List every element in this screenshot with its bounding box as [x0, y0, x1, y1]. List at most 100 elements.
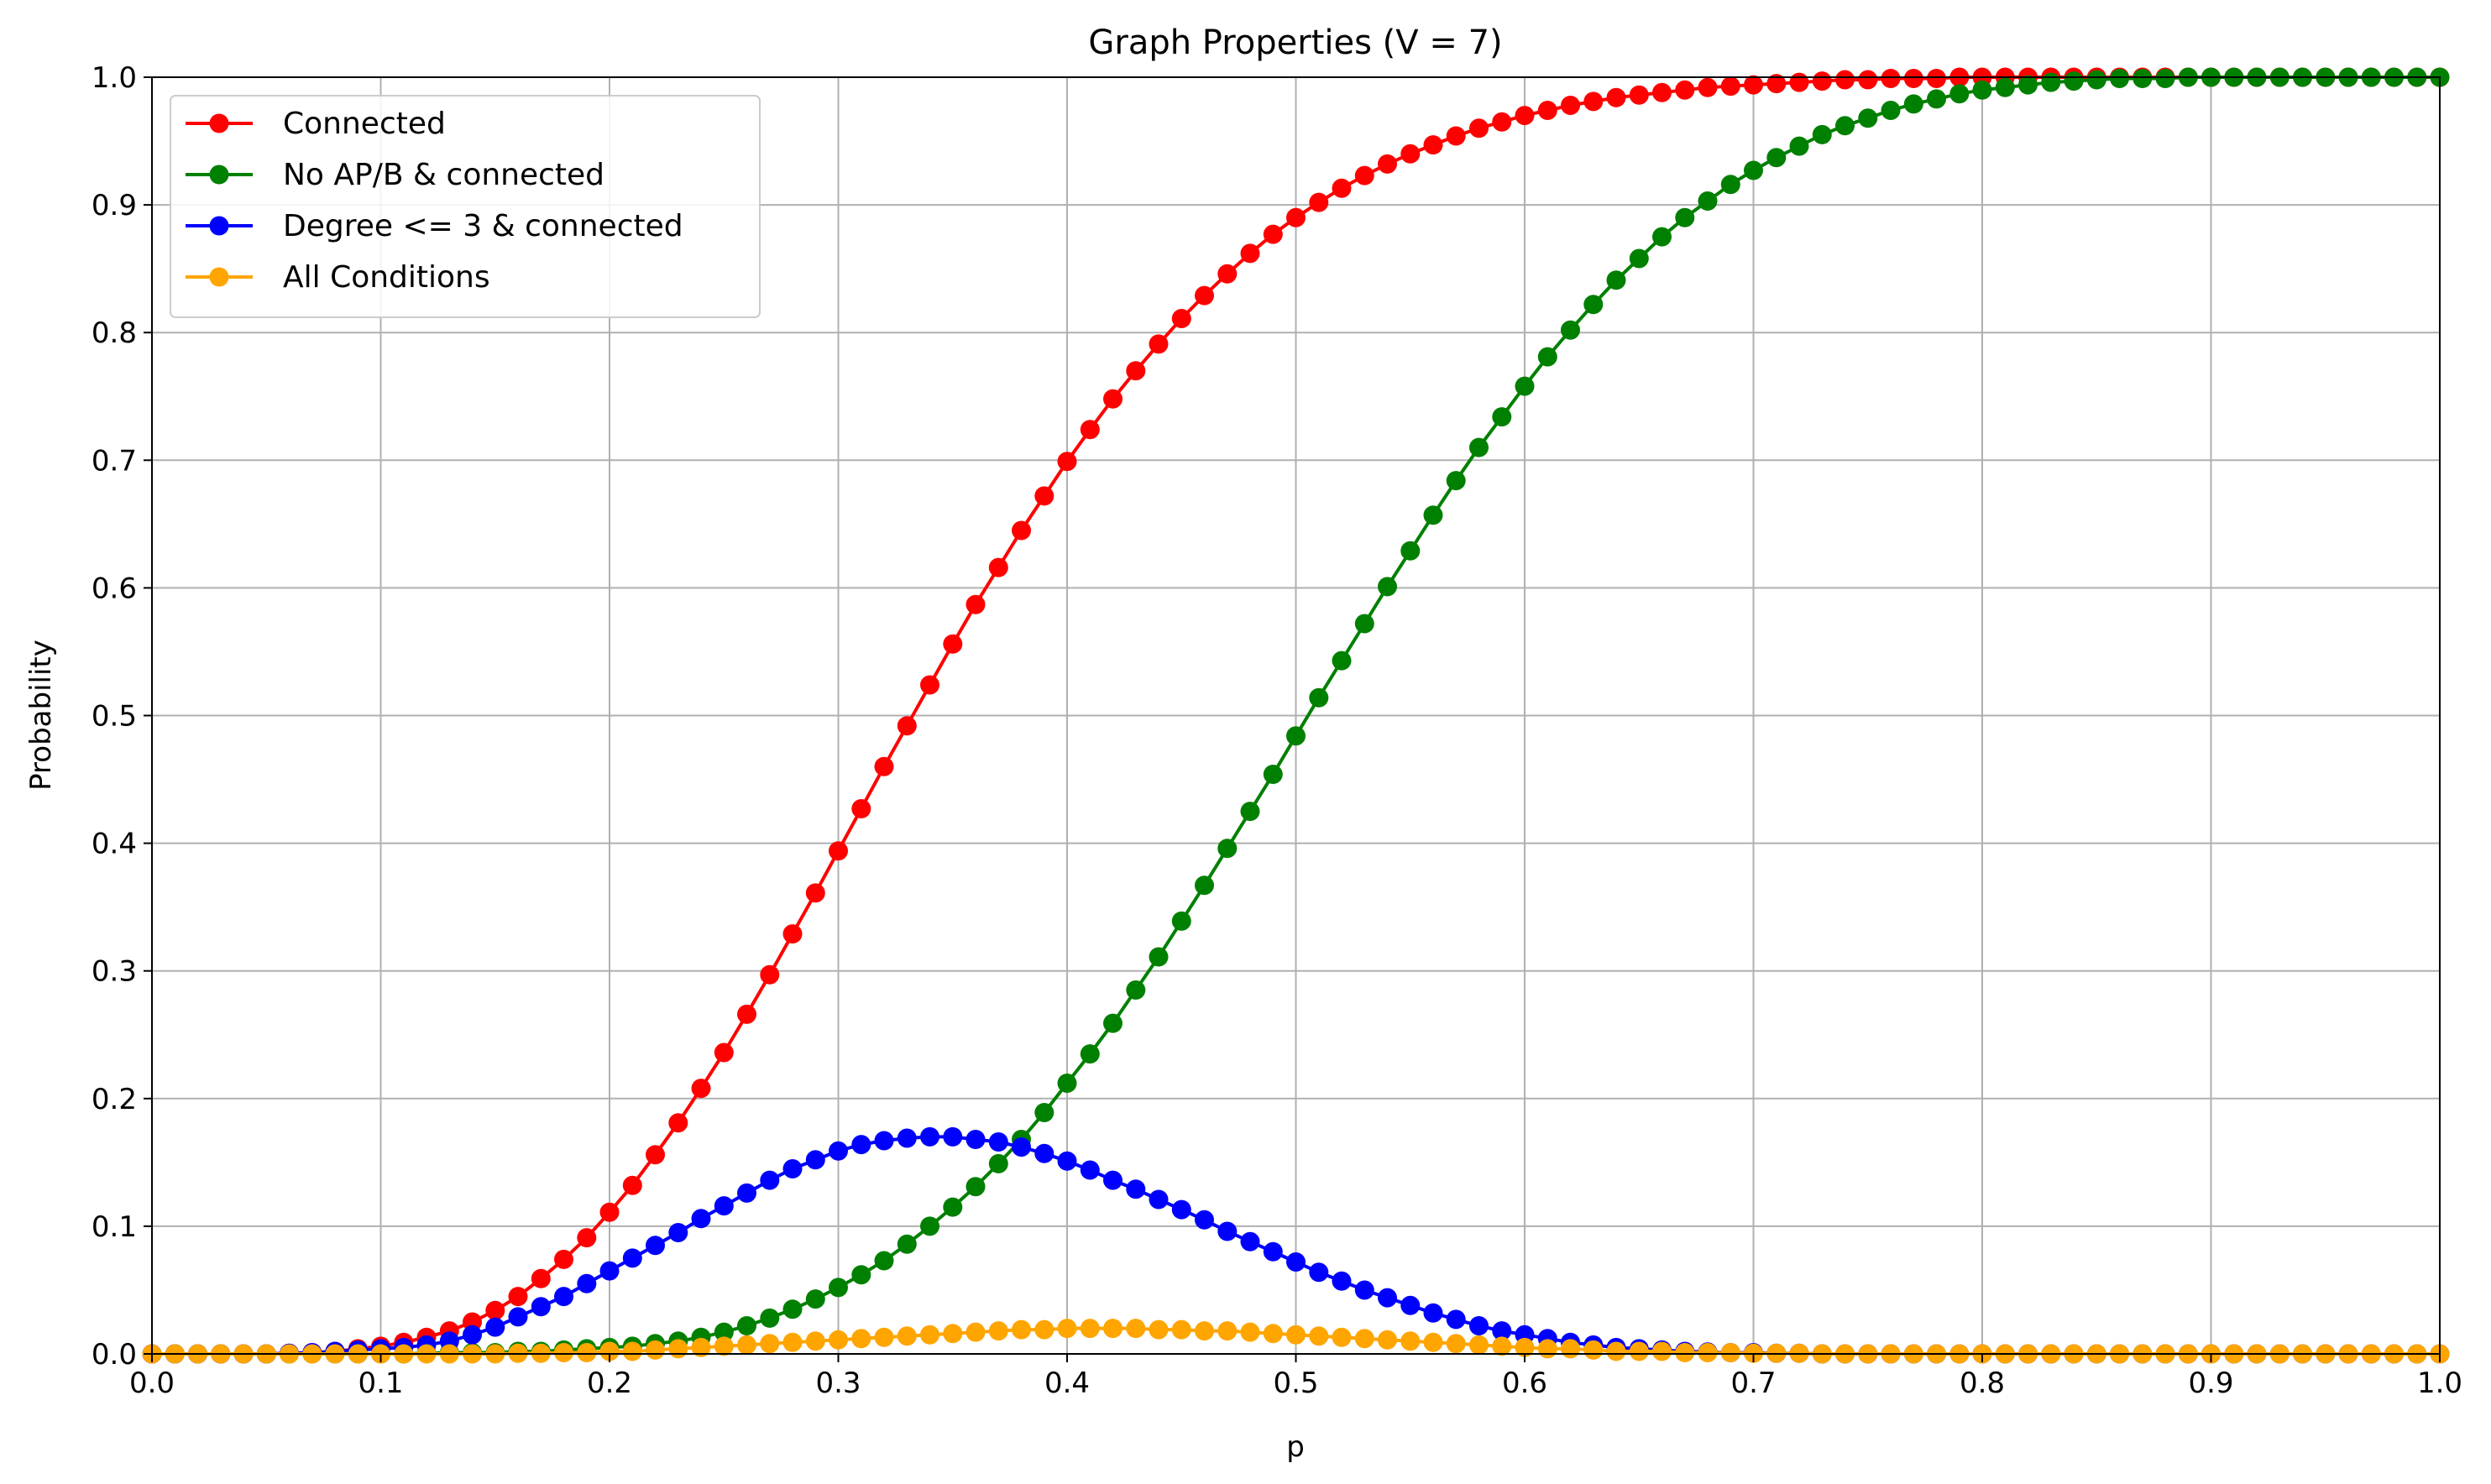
data-point: [599, 1261, 620, 1281]
data-point: [1103, 1319, 1123, 1339]
data-point: [485, 1300, 505, 1320]
data-point: [737, 1004, 756, 1024]
data-point: [966, 1322, 986, 1342]
data-point: [874, 1327, 894, 1347]
data-point: [1446, 1334, 1466, 1354]
data-point: [1446, 1309, 1466, 1330]
y-tick-label: 0.7: [92, 444, 137, 478]
data-point: [829, 1278, 848, 1298]
data-point: [577, 1273, 597, 1293]
data-point: [1927, 89, 1946, 109]
data-point: [2041, 72, 2061, 92]
legend-label: Connected: [283, 107, 446, 141]
data-point: [1698, 1343, 1718, 1362]
data-point: [1400, 144, 1421, 164]
y-tick-label: 1.0: [92, 61, 137, 95]
data-point: [897, 716, 917, 736]
data-point: [851, 1265, 871, 1285]
data-point: [1034, 1319, 1054, 1340]
x-tick-label: 0.2: [587, 1366, 632, 1400]
data-point: [622, 1341, 642, 1361]
x-tick-label: 0.7: [1730, 1366, 1776, 1400]
legend-entry: Connected: [186, 107, 446, 141]
data-point: [622, 1248, 642, 1268]
data-point: [966, 594, 986, 614]
data-point: [1263, 224, 1283, 244]
data-point: [782, 1332, 803, 1352]
data-point: [1423, 1332, 1443, 1352]
data-point: [599, 1341, 620, 1361]
legend-entry: Degree <= 3 & connected: [186, 209, 683, 243]
data-point: [554, 1343, 573, 1362]
data-point: [1286, 207, 1306, 227]
data-point: [943, 634, 963, 654]
data-point: [1606, 270, 1626, 290]
data-point: [1217, 1221, 1238, 1241]
data-point: [920, 1325, 939, 1345]
x-tick-label: 0.3: [815, 1366, 861, 1400]
data-point: [1080, 1319, 1100, 1339]
data-point: [1537, 1339, 1557, 1359]
data-point: [1561, 320, 1580, 340]
x-tick-label: 1.0: [2417, 1366, 2462, 1400]
data-point: [1835, 70, 1855, 90]
data-point: [1378, 154, 1397, 174]
data-point: [1515, 376, 1535, 396]
x-tick-label: 0.6: [1502, 1366, 1547, 1400]
data-point: [1675, 1343, 1695, 1362]
data-point: [1286, 726, 1306, 746]
data-point: [1034, 1143, 1054, 1163]
data-point: [1057, 452, 1077, 472]
data-point: [1354, 614, 1374, 634]
data-point: [1103, 1013, 1123, 1033]
data-point: [920, 675, 939, 695]
data-point: [829, 1141, 848, 1161]
data-point: [737, 1335, 756, 1355]
data-point: [508, 1307, 528, 1327]
data-point: [1744, 160, 1763, 180]
data-point: [805, 883, 825, 903]
data-point: [1057, 1074, 1077, 1093]
x-tick-label: 0.1: [358, 1366, 403, 1400]
data-point: [1400, 541, 1421, 561]
data-point: [805, 1289, 825, 1309]
data-point: [1766, 148, 1787, 168]
legend-box: [170, 95, 761, 318]
data-point: [920, 1126, 939, 1147]
data-point: [988, 1132, 1008, 1152]
data-point: [1354, 165, 1374, 186]
data-point: [1583, 295, 1604, 315]
data-point: [1240, 1322, 1260, 1342]
data-point: [1515, 106, 1535, 126]
data-point: [1149, 1319, 1169, 1340]
data-point: [874, 1251, 894, 1271]
data-point: [737, 1316, 756, 1335]
data-point: [1012, 1319, 1031, 1340]
data-point: [1240, 802, 1260, 822]
data-point: [1034, 1103, 1054, 1122]
data-point: [1720, 175, 1740, 195]
data-point: [531, 1268, 551, 1288]
data-point: [851, 1135, 871, 1155]
data-point: [851, 799, 871, 818]
data-point: [1195, 1210, 1214, 1230]
data-point: [1400, 1331, 1421, 1351]
data-point: [1263, 765, 1283, 784]
y-tick-label: 0.1: [92, 1210, 137, 1244]
x-axis-label: p: [1286, 1430, 1305, 1464]
data-point: [1903, 94, 1923, 114]
data-point: [1583, 91, 1604, 112]
data-point: [851, 1329, 871, 1349]
data-point: [1309, 192, 1329, 212]
chart-title: Graph Properties (V = 7): [1088, 24, 1502, 62]
data-point: [1080, 1160, 1100, 1180]
y-tick-label: 0.0: [92, 1338, 137, 1372]
data-point: [1606, 1341, 1626, 1361]
data-point: [2155, 69, 2175, 88]
data-point: [760, 1334, 780, 1354]
data-point: [1423, 505, 1443, 525]
data-point: [1195, 285, 1214, 306]
data-point: [1217, 839, 1238, 859]
data-point: [1240, 243, 1260, 264]
data-point: [1217, 264, 1238, 284]
